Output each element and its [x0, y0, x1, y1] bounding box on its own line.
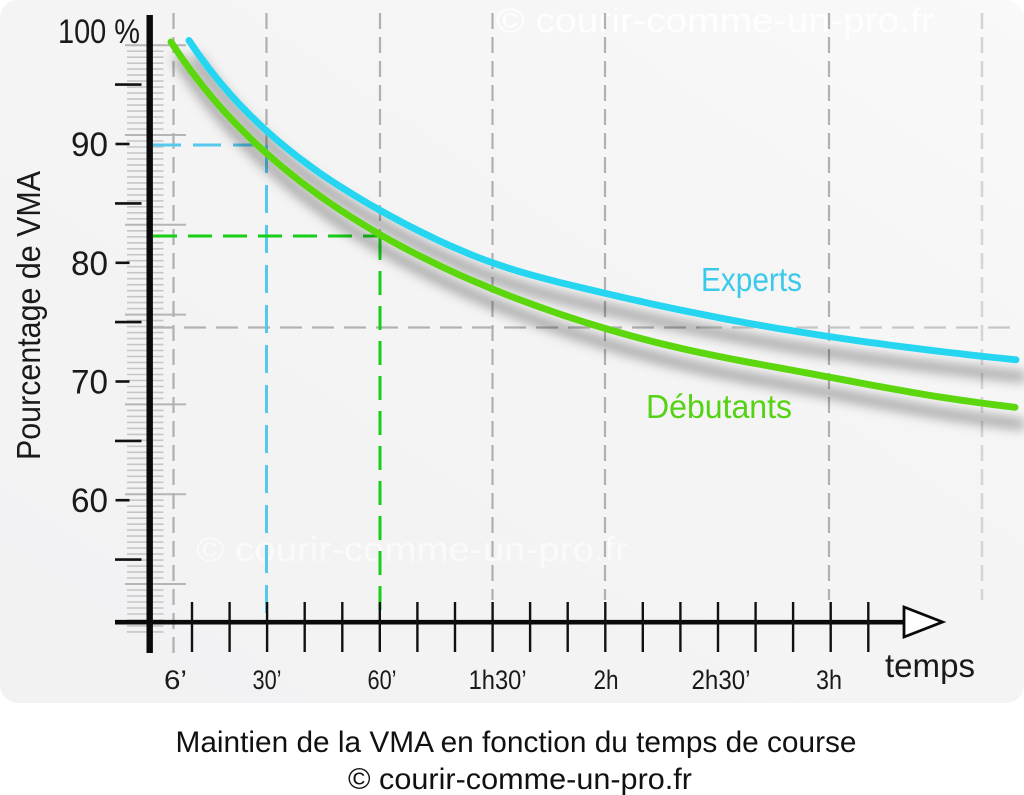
- svg-text:6’: 6’: [164, 665, 187, 695]
- svg-text:60: 60: [71, 482, 108, 520]
- svg-text:30’: 30’: [253, 665, 282, 695]
- svg-text:70: 70: [71, 364, 108, 402]
- svg-text:© courir-comme-un-pro.fr: © courir-comme-un-pro.fr: [348, 763, 692, 795]
- svg-text:90: 90: [71, 126, 108, 164]
- svg-text:Débutants: Débutants: [646, 388, 792, 425]
- svg-text:© courir-comme-un-pro.fr: © courir-comme-un-pro.fr: [496, 2, 934, 40]
- svg-text:60’: 60’: [368, 665, 397, 695]
- svg-text:3h: 3h: [816, 665, 842, 695]
- svg-text:1h30’: 1h30’: [469, 665, 527, 695]
- svg-text:© courir-comme-un-pro.fr: © courir-comme-un-pro.fr: [196, 531, 628, 569]
- svg-text:80: 80: [71, 245, 108, 283]
- svg-text:Pourcentage de VMA: Pourcentage de VMA: [10, 171, 47, 460]
- svg-text:100 %: 100 %: [58, 13, 140, 51]
- svg-text:2h: 2h: [594, 665, 619, 695]
- svg-text:2h30’: 2h30’: [692, 665, 751, 695]
- svg-text:Experts: Experts: [701, 261, 802, 298]
- svg-text:temps: temps: [885, 647, 975, 684]
- svg-text:Maintien de la VMA en fonction: Maintien de la VMA en fonction du temps …: [176, 726, 857, 759]
